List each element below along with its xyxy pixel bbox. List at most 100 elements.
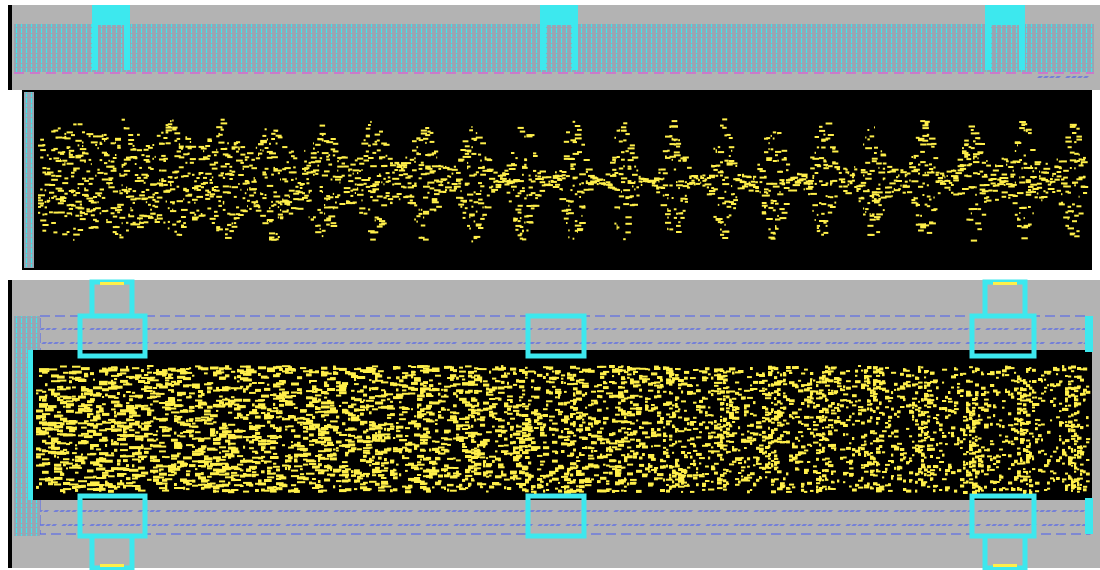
dot [552,459,558,463]
dot [249,391,256,394]
dot [537,175,541,178]
dot [645,180,647,183]
dot [513,458,519,462]
dot [309,460,317,463]
dot [447,438,453,441]
dot [104,162,108,165]
dot [940,172,945,175]
dot [171,369,178,372]
dot [156,214,163,217]
dot [57,456,59,459]
dot [150,443,153,447]
dot [200,186,204,189]
dot [665,155,667,158]
dot [207,140,212,142]
dot [456,485,461,488]
dot [267,420,271,424]
dot [102,436,108,440]
dot [194,185,197,188]
dot [350,189,354,192]
dot [218,204,222,207]
dot [510,367,517,371]
dot [44,183,51,186]
dot [634,203,638,206]
dot [720,228,722,231]
dot [516,379,519,383]
dot [318,410,326,413]
dot [456,171,461,174]
dot [953,193,960,196]
dot [489,455,496,458]
dot [713,147,716,150]
dot [513,440,516,444]
dot [540,463,544,466]
dot [309,380,311,384]
dot [106,209,109,212]
dot [573,392,576,396]
dot [483,462,486,466]
dot [1083,175,1086,178]
dot [171,454,180,458]
dot [420,161,424,164]
dot [132,469,136,472]
dot [99,438,107,442]
dot [764,175,767,178]
dot [63,458,70,461]
dot [79,210,83,213]
dot [48,428,52,431]
dot [337,194,341,197]
dot [933,208,938,211]
dot [120,385,123,389]
dot [88,158,92,161]
dot [420,448,425,452]
dot [425,154,428,156]
dot [1076,138,1082,141]
dot [370,165,377,168]
dot [931,145,935,148]
dot [196,209,200,212]
dot [374,219,376,222]
dot [492,416,496,419]
dot [414,182,417,185]
dot [159,468,164,471]
dot [101,210,107,213]
dot [375,374,383,378]
dot [342,461,348,464]
dot [471,409,476,413]
dot [1001,191,1008,194]
dot [425,165,431,168]
dot [441,400,446,403]
dot [573,463,576,466]
dot [427,191,430,194]
dot [286,209,289,212]
dot [219,368,224,371]
dot [51,439,57,443]
dot [429,131,434,134]
dot [676,212,679,215]
dot [270,446,276,450]
dot [207,194,209,196]
dot [845,171,850,174]
dot [363,447,371,450]
dot [303,463,309,466]
dot [627,147,635,150]
dot [779,208,785,211]
dot [434,193,440,196]
dot [973,140,976,143]
dot [832,161,836,164]
dot [412,202,416,204]
dot [500,174,507,177]
dot [150,455,157,459]
dot [572,120,576,123]
dot [177,447,183,449]
dot [93,416,101,420]
dot [483,473,487,477]
dot [159,179,161,182]
dot [375,401,384,405]
dot [704,183,712,186]
dot [483,441,487,444]
dot [827,211,833,214]
dot [326,141,334,144]
dot [99,380,108,383]
dot [621,177,628,180]
